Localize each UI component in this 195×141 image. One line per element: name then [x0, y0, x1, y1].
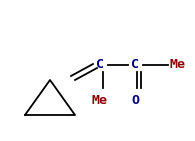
Text: C: C: [131, 59, 139, 71]
Text: C: C: [96, 59, 104, 71]
Text: Me: Me: [92, 93, 108, 106]
Text: Me: Me: [169, 59, 185, 71]
Text: O: O: [131, 93, 139, 106]
